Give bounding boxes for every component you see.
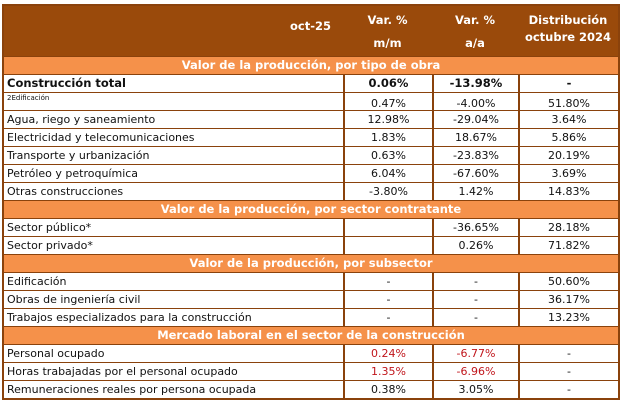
row-label: Construcción total — [7, 76, 126, 90]
table-row: Sector público* -36.65% 28.18% — [4, 218, 618, 236]
row-label: Agua, riego y saneamiento — [7, 113, 156, 126]
header-var-mm: Var. % m/m — [343, 6, 432, 56]
header-text: octubre 2024 — [524, 30, 612, 44]
cell-distribution: 3.69% — [518, 165, 618, 182]
header-text: a/a — [465, 36, 485, 50]
cell-var-mm: 1.35% — [343, 363, 432, 380]
cell-var-mm: 0.63% — [343, 147, 432, 164]
header-text: Var. % — [367, 13, 408, 27]
cell-distribution: 28.18% — [518, 219, 618, 236]
cell-var-aa: - — [432, 291, 518, 308]
cell-var-mm — [343, 237, 432, 254]
row-label: Petróleo y petroquímica — [7, 167, 139, 180]
header-var-aa: Var. % a/a — [432, 6, 518, 56]
cell-var-aa: 0.26% — [432, 237, 518, 254]
table-row: Transporte y urbanización 0.63% -23.83% 20.… — [4, 146, 618, 164]
row-label: Obras de ingeniería civil — [7, 293, 141, 306]
cell-distribution: 20.19% — [518, 147, 618, 164]
construction-indicators-table: oct-25 Var. % m/m Var. % a/a Distribución o… — [2, 4, 620, 400]
cell-distribution: 13.23% — [518, 309, 618, 326]
table-row: 2Edificación 0.47% -4.00% 51.80% — [4, 92, 618, 110]
cell-distribution: 36.17% — [518, 291, 618, 308]
cell-var-aa: -67.60% — [432, 165, 518, 182]
cell-var-mm: 6.04% — [343, 165, 432, 182]
header-text: Var. % — [455, 13, 495, 27]
cell-var-aa: -36.65% — [432, 219, 518, 236]
row-label: Horas trabajadas por el personal ocupado — [7, 365, 238, 378]
cell-var-aa: 1.42% — [432, 183, 518, 200]
table-row: Horas trabajadas por el personal ocupado… — [4, 362, 618, 380]
cell-var-mm: - — [343, 291, 432, 308]
cell-distribution: - — [518, 75, 618, 92]
cell-var-aa: -29.04% — [432, 111, 518, 128]
cell-distribution: 71.82% — [518, 237, 618, 254]
table-row: Petróleo y petroquímica 6.04% -67.60% 3.69% — [4, 164, 618, 182]
table-row: Remuneraciones reales por persona ocupad… — [4, 380, 618, 398]
cell-var-mm: 0.06% — [343, 75, 432, 92]
cell-distribution: - — [518, 345, 618, 362]
row-label: Sector público* — [7, 221, 92, 234]
table-row: Sector privado* 0.26% 71.82% — [4, 236, 618, 254]
cell-var-mm: 0.47% — [343, 93, 432, 110]
row-label: Sector privado* — [7, 239, 93, 252]
cell-var-mm: - — [343, 309, 432, 326]
row-label: Remuneraciones reales por persona ocupad… — [7, 383, 257, 396]
cell-var-mm: 0.38% — [343, 381, 432, 398]
section-header: Valor de la producción, por subsector — [4, 254, 618, 272]
cell-var-mm: -3.80% — [343, 183, 432, 200]
row-label: Edificación — [7, 275, 67, 288]
cell-var-mm: 0.24% — [343, 345, 432, 362]
table-row: Edificación - -50.60% — [4, 272, 618, 290]
row-label: Trabajos especializados para la construc… — [7, 311, 252, 324]
cell-var-mm: - — [343, 273, 432, 290]
row-label: Transporte y urbanización — [7, 149, 150, 162]
table-row: Construcción total 0.06% -13.98% - — [4, 74, 618, 92]
row-label: Personal ocupado — [7, 347, 105, 360]
table-header: oct-25 Var. % m/m Var. % a/a Distribución o… — [4, 6, 618, 56]
cell-distribution: 51.80% — [518, 93, 618, 110]
row-label: Otras construcciones — [7, 185, 124, 198]
table-row: Trabajos especializados para la construc… — [4, 308, 618, 326]
cell-distribution: 14.83% — [518, 183, 618, 200]
header-period: oct-25 — [290, 19, 331, 33]
row-label: 2Edificación — [7, 94, 50, 102]
header-text: Distribución — [528, 13, 608, 27]
table-row: Personal ocupado 0.24% -6.77% - — [4, 344, 618, 362]
table-row: Agua, riego y saneamiento 12.98% -29.04% 3.… — [4, 110, 618, 128]
cell-distribution: - — [518, 363, 618, 380]
cell-var-aa: -13.98% — [432, 75, 518, 92]
cell-distribution: - — [518, 381, 618, 398]
cell-distribution: 50.60% — [518, 273, 618, 290]
cell-var-mm: 1.83% — [343, 129, 432, 146]
cell-distribution: 3.64% — [518, 111, 618, 128]
cell-var-mm: 12.98% — [343, 111, 432, 128]
cell-distribution: 5.86% — [518, 129, 618, 146]
cell-var-aa: -23.83% — [432, 147, 518, 164]
table-row: Obras de ingeniería civil - -36.17% — [4, 290, 618, 308]
cell-var-mm — [343, 219, 432, 236]
cell-var-aa: -6.77% — [432, 345, 518, 362]
row-label: Electricidad y telecomunicaciones — [7, 131, 195, 144]
cell-var-aa: - — [432, 273, 518, 290]
section-header: Valor de la producción, por tipo de obra — [4, 56, 618, 74]
cell-var-aa: 3.05% — [432, 381, 518, 398]
cell-var-aa: 18.67% — [432, 129, 518, 146]
cell-var-aa: -6.96% — [432, 363, 518, 380]
header-text: m/m — [373, 36, 402, 50]
cell-var-aa: -4.00% — [432, 93, 518, 110]
cell-var-aa: - — [432, 309, 518, 326]
header-distribution: Distribución octubre 2024 — [518, 6, 618, 56]
table-row: Otras construcciones -3.80% 1.42% 14.83% — [4, 182, 618, 200]
section-header: Mercado laboral en el sector de la const… — [4, 326, 618, 344]
section-header: Valor de la producción, por sector contr… — [4, 200, 618, 218]
table-row: Electricidad y telecomunicaciones 1.83% 18… — [4, 128, 618, 146]
